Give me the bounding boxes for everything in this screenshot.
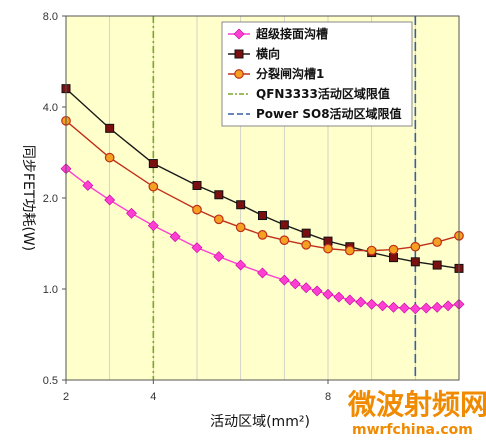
watermark-title: 微波射频网 bbox=[347, 388, 486, 421]
series-line bbox=[65, 120, 460, 252]
data-point bbox=[278, 274, 290, 286]
data-point bbox=[323, 243, 333, 254]
x-axis-label: 活动区域(mm²) bbox=[210, 414, 310, 430]
legend-box bbox=[221, 21, 413, 127]
data-point bbox=[366, 245, 377, 256]
data-point bbox=[366, 298, 378, 310]
data-point bbox=[322, 288, 334, 300]
data-point bbox=[389, 253, 398, 263]
data-point bbox=[377, 300, 389, 312]
series-2 bbox=[61, 115, 464, 256]
data-point bbox=[289, 278, 301, 290]
legend-label: 分裂闸沟槽1 bbox=[256, 66, 324, 81]
data-point bbox=[442, 300, 454, 312]
x-tick-label: 2 bbox=[63, 391, 69, 403]
data-point bbox=[214, 190, 224, 200]
data-point bbox=[410, 241, 421, 252]
data-point bbox=[235, 222, 246, 233]
series-layer bbox=[60, 84, 465, 315]
legend-label: 超级接面沟槽 bbox=[255, 26, 328, 41]
data-point bbox=[235, 259, 247, 271]
data-point bbox=[398, 302, 410, 314]
data-point bbox=[169, 231, 181, 243]
data-point bbox=[257, 267, 268, 279]
data-point bbox=[431, 301, 443, 313]
data-point bbox=[233, 28, 245, 40]
y-tick-label: 2.0 bbox=[43, 193, 58, 205]
data-point bbox=[236, 200, 246, 210]
legend-label: 横向 bbox=[256, 46, 280, 61]
watermark-url: mwrfchina.com bbox=[352, 422, 473, 438]
y-axis-label: 同步FET功耗(W) bbox=[20, 145, 36, 251]
data-point bbox=[301, 239, 312, 250]
data-point bbox=[192, 180, 202, 190]
data-point bbox=[301, 228, 311, 238]
data-point bbox=[344, 294, 356, 306]
legend-label: QFN3333活动区域限值 bbox=[256, 86, 390, 101]
data-point bbox=[126, 207, 137, 219]
data-point bbox=[148, 159, 158, 169]
data-point bbox=[333, 291, 345, 303]
series-line bbox=[65, 88, 460, 270]
data-point bbox=[432, 237, 443, 247]
data-point bbox=[300, 282, 312, 294]
limit-lines bbox=[152, 16, 417, 380]
watermark: 微波射频网 mwrfchina.com bbox=[347, 388, 486, 438]
data-point bbox=[279, 235, 290, 246]
x-axis-ticks: 2 4 8 bbox=[63, 380, 331, 403]
y-axis-ticks: 0.5 1.0 2.0 4.0 8.0 bbox=[43, 11, 66, 387]
data-point bbox=[420, 302, 432, 314]
data-point bbox=[104, 152, 115, 163]
data-point bbox=[388, 244, 399, 255]
data-point bbox=[192, 204, 202, 215]
data-point bbox=[82, 180, 94, 191]
data-point bbox=[257, 230, 268, 240]
y-tick-label: 1.0 bbox=[43, 284, 58, 296]
data-point bbox=[191, 242, 203, 254]
data-point bbox=[105, 123, 115, 133]
data-point bbox=[234, 69, 244, 79]
data-point bbox=[213, 251, 225, 263]
data-point bbox=[234, 49, 244, 59]
y-tick-label: 4.0 bbox=[43, 102, 58, 114]
data-point bbox=[147, 220, 159, 232]
data-point bbox=[104, 194, 116, 206]
data-point bbox=[409, 303, 421, 315]
data-point bbox=[279, 220, 289, 230]
x-tick-label: 8 bbox=[325, 391, 331, 403]
data-point bbox=[258, 211, 267, 221]
data-point bbox=[213, 214, 224, 225]
data-point bbox=[311, 285, 323, 297]
data-point bbox=[148, 181, 159, 192]
data-point bbox=[432, 260, 442, 270]
legend-label: Power SO8活动区域限值 bbox=[256, 106, 402, 121]
data-point bbox=[388, 301, 399, 313]
data-point bbox=[344, 245, 355, 256]
x-tick-label: 4 bbox=[150, 391, 156, 403]
data-point bbox=[355, 296, 367, 308]
data-point bbox=[410, 257, 420, 267]
y-tick-label: 8.0 bbox=[43, 11, 58, 23]
y-tick-label: 0.5 bbox=[43, 375, 58, 387]
